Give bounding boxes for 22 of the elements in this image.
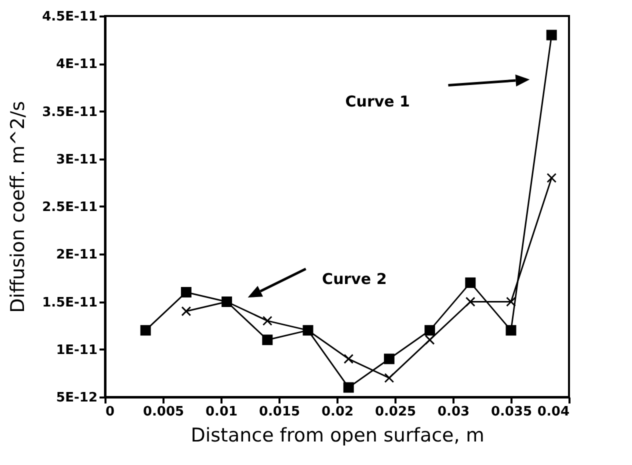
y-tick-label: 4E-11: [56, 57, 98, 72]
x-tick-label: 0.01: [205, 404, 238, 420]
x-tick-label: 0.02: [321, 404, 354, 420]
x-tick-label: 0.015: [258, 404, 300, 420]
y-tick-label: 1.5E-11: [42, 295, 98, 310]
x-tick-label: 0.005: [142, 404, 184, 420]
x-tick-label: 0.035: [490, 404, 532, 420]
y-tick-label: 3.5E-11: [42, 104, 98, 120]
y-axis-title: Diffusion coeff. m^2/s: [7, 101, 30, 313]
y-tick-label: 2E-11: [56, 248, 98, 263]
annotation: Curve 2: [322, 270, 387, 288]
x-tick-label: 0.025: [374, 404, 416, 420]
y-tick-label: 3E-11: [56, 152, 98, 168]
x-axis-title: Distance from open surface, m: [190, 424, 484, 446]
y-tick-label: 4.5E-11: [42, 10, 98, 24]
x-tick-label: 0: [106, 404, 115, 420]
y-tick-label: 2.5E-11: [42, 200, 98, 215]
y-tick-label: 1E-11: [56, 342, 98, 358]
annotation: Curve 1: [345, 92, 410, 111]
y-tick-label: 5E-12: [56, 390, 98, 406]
x-tick-label: 0.04: [537, 404, 570, 420]
x-tick-label: 0.03: [437, 404, 470, 420]
